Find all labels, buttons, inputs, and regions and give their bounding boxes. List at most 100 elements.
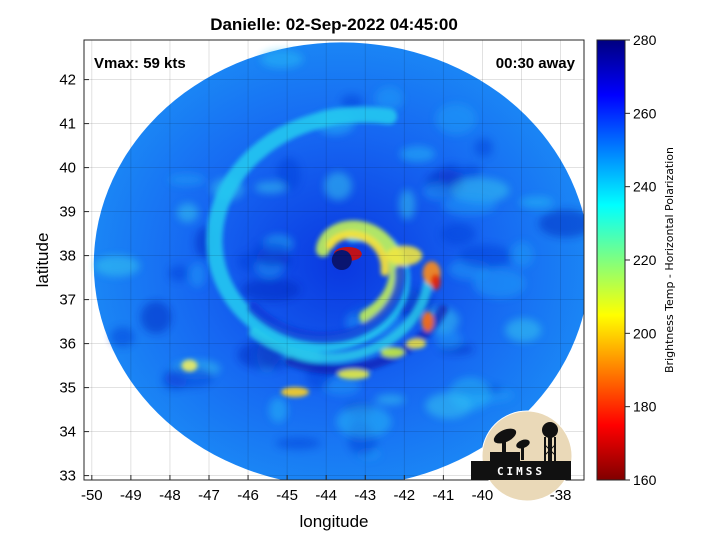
map-axes: -50-49-48-47-46-45-44-43-42-41-40-39-38 … <box>59 39 585 504</box>
cloud-texture-patch <box>505 318 542 342</box>
cimss-logo: CIMSS <box>471 410 573 502</box>
cloud-texture-patch <box>162 372 187 391</box>
cloud-texture-patch <box>399 189 416 220</box>
eye-core <box>331 250 352 270</box>
cloud-texture-patch <box>510 241 534 268</box>
cloud-texture-patch <box>461 165 482 180</box>
cloud-texture-patch <box>458 244 514 269</box>
cloud-texture-patch <box>435 103 477 136</box>
cloud-texture-patch <box>340 94 363 110</box>
y-tick-label: 39 <box>59 204 76 221</box>
x-tick-label: -47 <box>198 487 220 504</box>
cloud-texture-patch <box>268 397 288 423</box>
time-offset-label: 00:30 away <box>496 55 576 72</box>
y-tick-label: 42 <box>59 72 76 89</box>
x-tick-label: -41 <box>433 487 455 504</box>
y-tick-label: 34 <box>59 424 76 441</box>
x-tick-label: -40 <box>472 487 494 504</box>
y-tick-label: 36 <box>59 336 76 353</box>
colorbar-tick-label: 180 <box>633 399 657 415</box>
convective-cell <box>386 245 423 266</box>
cloud-texture-patch <box>538 209 584 238</box>
vmax-label: Vmax: 59 kts <box>94 55 186 72</box>
cloud-texture-patch <box>423 183 451 200</box>
colorbar-tick-label: 260 <box>633 105 657 121</box>
convective-cell <box>280 387 309 397</box>
x-tick-label: -44 <box>315 487 337 504</box>
colorbar-ticks: 160 180 200 220 240 260 280 <box>625 32 657 488</box>
y-tick-label: 37 <box>59 292 76 309</box>
cloud-texture-patch <box>254 181 287 194</box>
dark-rainband <box>247 264 407 344</box>
grid-lines <box>84 40 584 480</box>
cloud-texture-patch <box>336 405 392 438</box>
cloud-texture-patch <box>256 251 290 266</box>
colorbar-tick-label: 200 <box>633 325 657 341</box>
x-tick-label: -43 <box>354 487 376 504</box>
cloud-texture-patch <box>324 171 352 201</box>
x-tick-label: -46 <box>237 487 259 504</box>
storm-eye <box>331 247 362 270</box>
cloud-texture-patch <box>276 157 301 191</box>
x-tick-label: -50 <box>81 487 103 504</box>
plot-title: Danielle: 02-Sep-2022 04:45:00 <box>210 15 458 34</box>
convective-cell <box>406 338 427 349</box>
cloud-texture-patch <box>253 241 290 255</box>
cloud-texture-patch <box>519 196 554 209</box>
cloud-texture-patch <box>275 437 321 450</box>
convective-cell <box>181 359 198 372</box>
cloud-texture-patch <box>94 255 140 277</box>
cloud-texture-patch <box>399 145 436 163</box>
cloud-texture-patch <box>168 173 206 186</box>
cimss-logo-text: CIMSS <box>497 465 545 478</box>
cloud-texture-patch <box>440 223 476 245</box>
cloud-texture-patch <box>322 377 361 396</box>
convective-cell <box>421 311 434 332</box>
y-tick-label: 33 <box>59 468 76 485</box>
x-axis-label: longitude <box>299 512 368 531</box>
cloud-texture-patch <box>177 203 199 223</box>
colorbar-gradient <box>596 39 626 481</box>
cloud-texture-patch <box>241 278 301 302</box>
y-tick-label: 35 <box>59 380 76 397</box>
eyewall-band-bright <box>326 230 389 276</box>
cloud-texture-patch <box>435 329 462 350</box>
y-tick-label: 41 <box>59 116 76 133</box>
convective-cell <box>337 369 370 380</box>
cloud-texture-patch <box>110 326 135 347</box>
colorbar-label: Brightness Temp - Horizontal Polarizatio… <box>663 147 676 373</box>
colorbar-tick-label: 280 <box>633 32 657 48</box>
x-tick-label: -48 <box>159 487 181 504</box>
convective-cell <box>380 347 405 358</box>
cloud-texture-patch <box>140 301 172 334</box>
satellite-dish-icon <box>490 428 530 462</box>
water-tower-icon <box>542 422 558 462</box>
colorbar-tick-label: 160 <box>633 472 657 488</box>
cloud-texture-patch <box>375 394 406 405</box>
y-tick-label: 40 <box>59 160 76 177</box>
eyewall-band <box>316 220 404 324</box>
cloud-texture-patch <box>260 50 304 69</box>
convective-cell <box>430 274 441 290</box>
axes-frame <box>83 39 585 481</box>
x-tick-label: -45 <box>276 487 298 504</box>
cloud-texture-patch <box>473 268 526 299</box>
x-tick-label: -42 <box>393 487 415 504</box>
colorbar-tick-label: 240 <box>633 179 657 195</box>
colorbar-tick-label: 220 <box>633 252 657 268</box>
cloud-texture-patch <box>189 262 206 288</box>
outer-rainband <box>248 278 433 363</box>
x-tick-label: -49 <box>120 487 142 504</box>
cloud-texture-patch <box>375 86 404 111</box>
colorbar: 160 180 200 220 240 260 280 Brightness Temp - … <box>596 32 676 488</box>
satellite-swath <box>93 42 584 480</box>
y-tick-label: 38 <box>59 248 76 265</box>
x-axis-ticks: -50-49-48-47-46-45-44-43-42-41-40-39-38 <box>81 475 571 504</box>
cloud-texture-patch <box>474 138 493 157</box>
cloud-texture-patch <box>448 377 491 411</box>
y-axis-label: latitude <box>33 233 52 288</box>
y-axis-ticks: 33 34 35 36 37 38 39 40 41 42 <box>59 72 89 485</box>
cloud-texture-patch <box>168 265 190 282</box>
spiral-rainbands <box>181 106 448 397</box>
